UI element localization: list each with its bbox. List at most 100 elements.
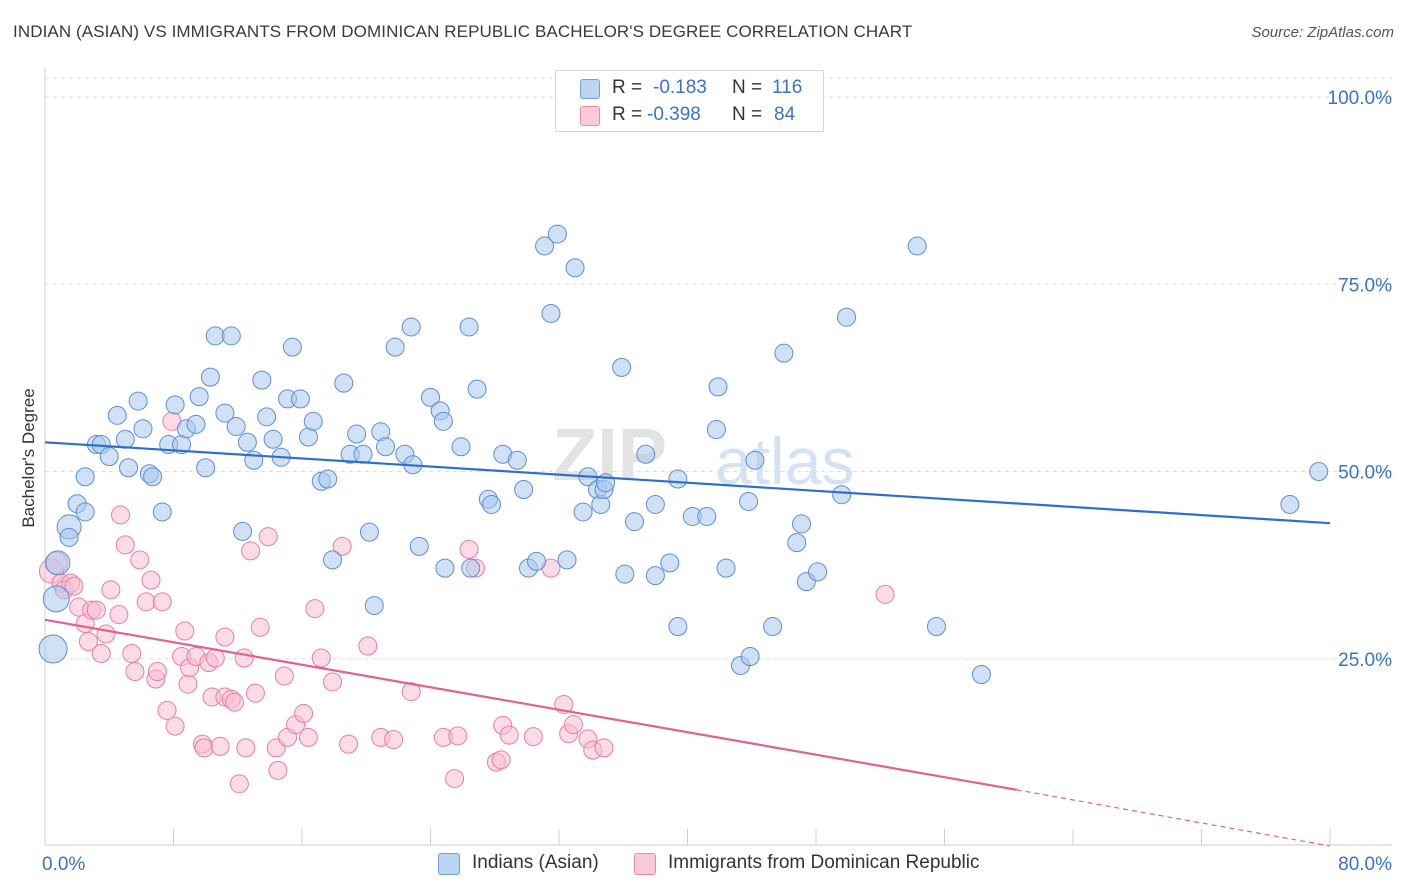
legend-n-label: N =	[732, 104, 763, 125]
indian-point	[59, 527, 79, 547]
indian-point	[257, 407, 277, 427]
indian-point	[787, 533, 807, 553]
indian-point	[263, 429, 283, 449]
indian-point	[739, 491, 759, 511]
dominican-point	[110, 505, 130, 525]
legend-r-value: -0.183	[653, 77, 707, 98]
dominican-point	[78, 632, 98, 652]
dominican-point	[234, 648, 254, 668]
dominican-point	[91, 644, 111, 664]
indian-point	[186, 414, 206, 434]
axes	[44, 68, 1392, 846]
indian-point	[226, 417, 246, 437]
indian-point	[660, 553, 680, 573]
indian-point	[1309, 462, 1329, 481]
dominican-point	[147, 661, 167, 681]
trend-lines	[44, 441, 1331, 847]
watermark-atlas: atlas	[715, 424, 854, 498]
indian-point	[205, 326, 225, 346]
indian-point	[697, 506, 717, 526]
indian-point	[971, 664, 991, 684]
indian-point	[353, 444, 373, 464]
indian-point	[716, 558, 736, 578]
dominican-point	[274, 666, 294, 686]
series-indian-points	[38, 224, 1329, 684]
indian-point	[624, 512, 644, 532]
indian-point	[334, 373, 354, 393]
indian-point	[115, 429, 135, 449]
dominican-point	[141, 570, 161, 590]
dominican-point	[311, 648, 331, 668]
indian-point	[196, 458, 216, 478]
indian-point	[832, 485, 852, 505]
indian-point	[557, 550, 577, 570]
indian-point	[535, 236, 555, 256]
indian-point	[668, 469, 688, 489]
indian-point	[482, 494, 502, 514]
indian-point	[376, 437, 396, 457]
indian-point	[708, 377, 728, 397]
indian-point	[45, 550, 71, 576]
indian-point	[645, 566, 665, 586]
indian-point	[706, 420, 726, 440]
indian-point	[189, 387, 209, 407]
dominican-point	[241, 541, 261, 561]
indian-point	[318, 469, 338, 489]
dominican-point	[250, 617, 270, 637]
source-credit: Source: ZipAtlas.com	[1251, 24, 1394, 41]
bottom-legend-label-indian: Indians (Asian)	[472, 852, 599, 873]
dominican-point	[157, 700, 177, 720]
indian-point	[303, 411, 323, 431]
dominican-point	[445, 769, 465, 789]
dominican-point	[178, 674, 198, 694]
indian-point	[421, 387, 440, 407]
dominican-point	[152, 592, 172, 612]
legend-swatch-dominican	[580, 106, 600, 126]
indian-point	[668, 617, 688, 637]
dominican-point	[594, 738, 614, 758]
indian-point	[745, 450, 765, 470]
y-tick-label: 100.0%	[1328, 88, 1393, 109]
indian-point	[433, 411, 453, 431]
legend-r-label: R =	[612, 104, 643, 125]
dominican-point	[245, 683, 265, 703]
x-tick-label-min: 0.0%	[42, 854, 85, 875]
indian-point	[541, 303, 561, 323]
indian-point	[763, 617, 783, 637]
dominican-point	[215, 627, 235, 647]
legend-swatch-indian	[580, 79, 600, 99]
indian-point	[808, 562, 828, 582]
dominican-point	[122, 644, 142, 664]
indian-point	[364, 596, 384, 616]
x-tick-label-max: 80.0%	[1338, 854, 1392, 875]
indian-point	[233, 521, 253, 541]
dominican-point	[294, 703, 314, 723]
indian-point	[507, 450, 527, 470]
indian-point	[459, 317, 479, 337]
dominican-point	[332, 536, 352, 556]
dominican-point	[115, 535, 135, 555]
indian-point	[119, 458, 139, 478]
indian-point	[152, 502, 172, 522]
indian-point	[323, 550, 343, 570]
indian-point	[615, 564, 635, 584]
tick-labels: 25.0% 50.0% 75.0% 100.0% 0.0% 80.0%	[42, 88, 1392, 875]
dominican-point	[448, 726, 468, 746]
dominican-point	[268, 760, 288, 780]
indian-point	[200, 367, 220, 387]
indian-point	[75, 467, 95, 487]
dominican-point	[125, 661, 145, 681]
y-axis-label: Bachelor's Degree	[19, 388, 38, 527]
legend-n-value: 84	[774, 104, 796, 125]
dominican-point	[86, 600, 106, 620]
dominican-point	[459, 539, 479, 559]
indian-point	[143, 467, 163, 487]
indian-point	[792, 514, 812, 534]
dominican-point	[225, 692, 245, 712]
dominican-point	[401, 682, 421, 702]
stats-legend: R = -0.183 N = 116 R = -0.398 N = 84	[555, 70, 824, 132]
indian-point	[774, 343, 794, 363]
dominican-point	[384, 730, 404, 750]
dominican-point	[109, 605, 129, 625]
dominican-point	[96, 624, 116, 644]
